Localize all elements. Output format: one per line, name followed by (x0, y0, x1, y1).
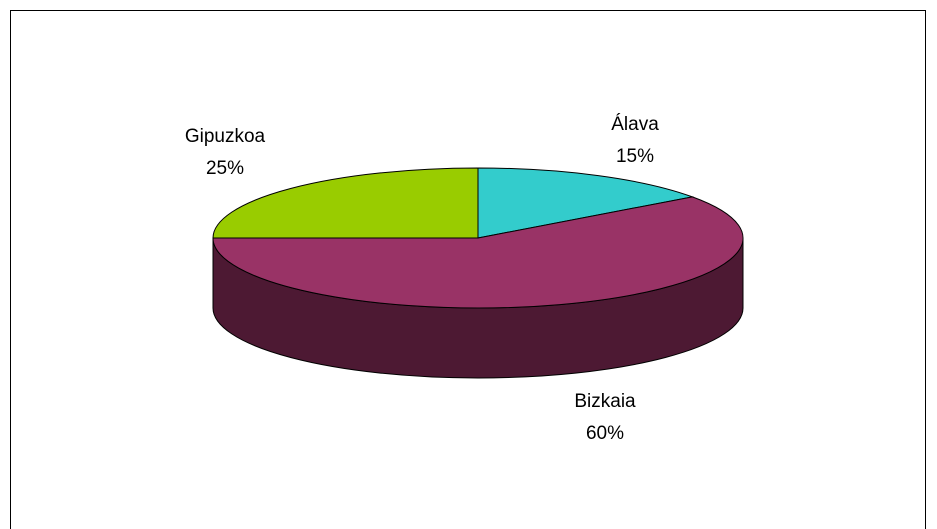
slice-label: Gipuzkoa (185, 126, 266, 147)
slice-label: Bizkaia (574, 391, 636, 412)
slice-value: 15% (616, 146, 654, 167)
slice-value: 60% (586, 423, 624, 444)
slice (212, 196, 744, 309)
slice-value: 25% (206, 158, 244, 179)
pie (212, 167, 744, 379)
slice-label: Álava (611, 114, 659, 135)
slice (212, 167, 479, 239)
slice (477, 167, 695, 239)
labels: Álava 15% Bizkaia 60% Gipuzkoa 25% (185, 114, 659, 444)
